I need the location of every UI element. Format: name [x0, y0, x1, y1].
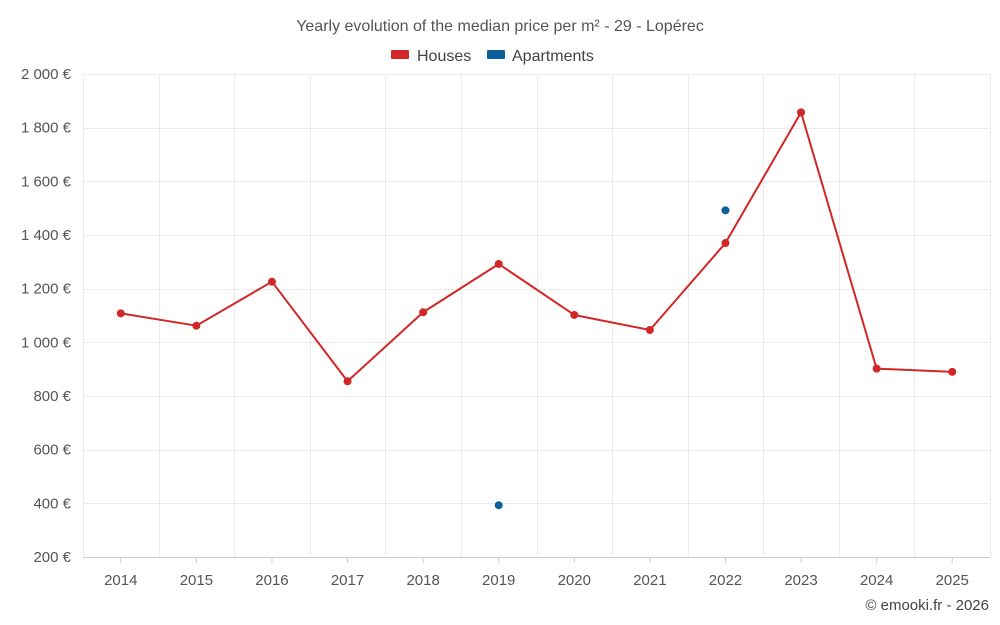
data-point-houses[interactable]: [268, 278, 276, 286]
series-line-houses: [121, 112, 952, 381]
y-tick-label: 1 200 €: [21, 281, 72, 298]
legend-swatch-houses: [391, 50, 409, 59]
legend-item-apartments[interactable]: Apartments: [487, 48, 594, 65]
legend: Houses Apartments: [391, 48, 594, 65]
legend-label-houses: Houses: [417, 48, 471, 65]
x-tick-label: 2025: [936, 572, 969, 589]
x-gridlines: [84, 74, 991, 557]
data-point-houses[interactable]: [797, 108, 805, 116]
data-point-apartments[interactable]: [721, 206, 729, 214]
x-tick-label: 2017: [331, 572, 364, 589]
x-tick-label: 2015: [180, 572, 213, 589]
y-tick-label: 1 800 €: [21, 120, 72, 137]
y-tick-label: 2 000 €: [21, 66, 72, 83]
data-point-apartments[interactable]: [495, 501, 503, 509]
y-axis-ticks: 200 € 400 € 600 € 800 € 1 000 € 1 200 € 1 400 …: [21, 66, 72, 566]
x-tick-label: 2020: [558, 572, 591, 589]
y-tick-label: 600 €: [33, 442, 71, 459]
x-tick-label: 2019: [482, 572, 515, 589]
x-tick-label: 2024: [860, 572, 893, 589]
y-tick-label: 200 €: [33, 549, 71, 566]
data-point-houses[interactable]: [646, 326, 654, 334]
legend-label-apartments: Apartments: [512, 48, 594, 65]
data-point-houses[interactable]: [117, 309, 125, 317]
x-tick-label: 2023: [784, 572, 817, 589]
y-tick-label: 1 000 €: [21, 334, 72, 351]
y-tick-label: 1 600 €: [21, 173, 72, 190]
x-tick-label: 2022: [709, 572, 742, 589]
data-point-houses[interactable]: [192, 322, 200, 330]
data-point-houses[interactable]: [721, 239, 729, 247]
line-chart: Yearly evolution of the median price per…: [0, 0, 1000, 625]
y-tick-label: 400 €: [33, 495, 71, 512]
series-layer: [117, 108, 956, 509]
credit-text: © emooki.fr - 2026: [865, 597, 989, 614]
data-point-houses[interactable]: [419, 308, 427, 316]
data-point-houses[interactable]: [873, 365, 881, 373]
x-tick-label: 2014: [104, 572, 137, 589]
data-point-houses[interactable]: [948, 368, 956, 376]
data-point-houses[interactable]: [570, 311, 578, 319]
x-tick-label: 2021: [633, 572, 666, 589]
data-point-houses[interactable]: [344, 377, 352, 385]
y-tick-label: 800 €: [33, 388, 71, 405]
x-tick-label: 2018: [406, 572, 439, 589]
legend-item-houses[interactable]: Houses: [391, 48, 471, 65]
chart-title: Yearly evolution of the median price per…: [296, 18, 704, 35]
y-tick-label: 1 400 €: [21, 227, 72, 244]
data-point-houses[interactable]: [495, 260, 503, 268]
x-axis-ticks: 2014 2015 2016 2017 2018 2019 2020 2021 2022 2023…: [104, 557, 969, 589]
series-houses: [117, 108, 956, 385]
x-tick-label: 2016: [255, 572, 288, 589]
legend-swatch-apartments: [487, 50, 505, 59]
